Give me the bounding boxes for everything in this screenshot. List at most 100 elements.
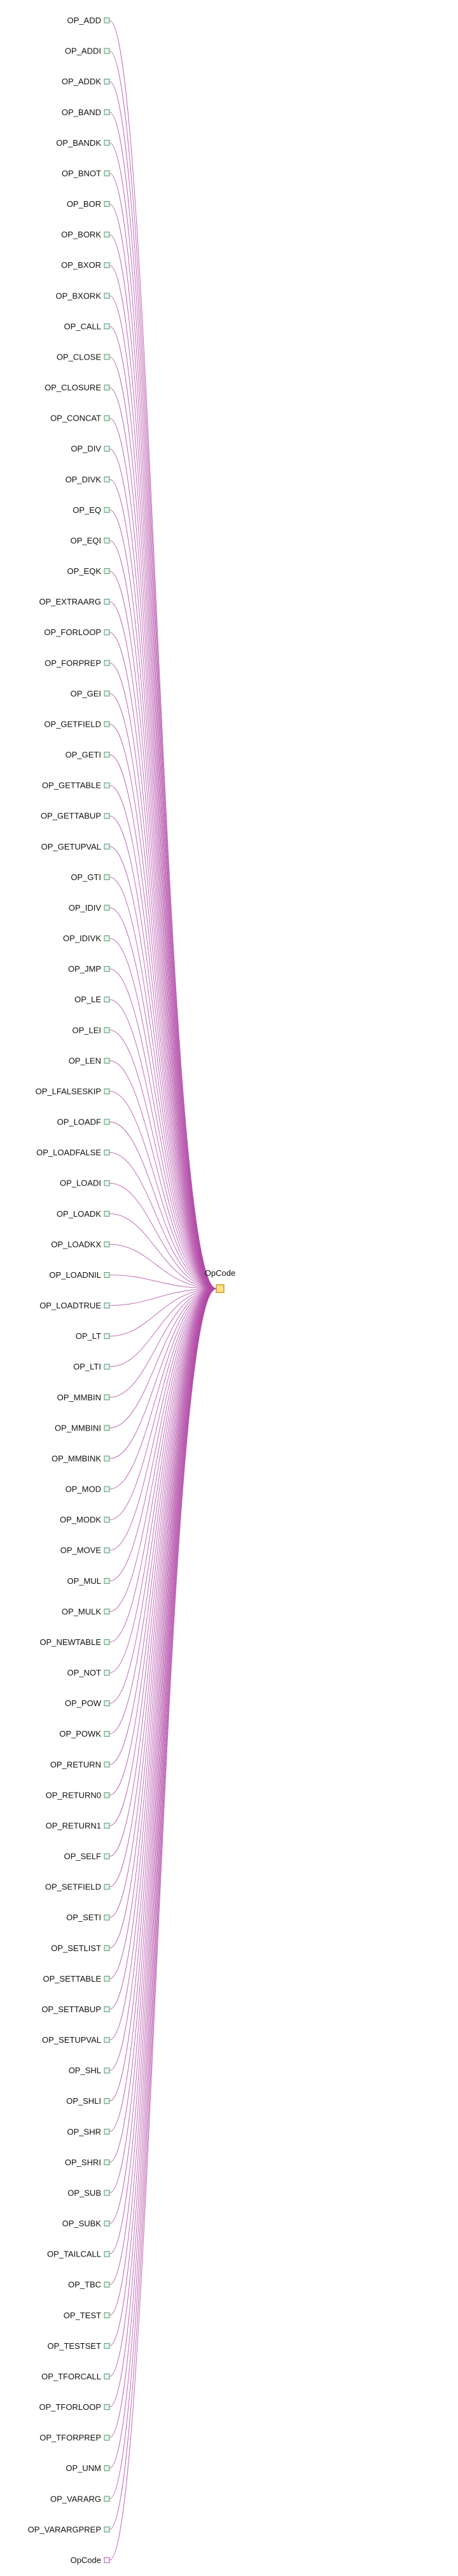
node-op-testset[interactable] — [104, 2342, 110, 2349]
node-op-lfalseskip[interactable] — [104, 1088, 110, 1095]
node-op-sub[interactable] — [104, 2190, 110, 2196]
node-op-geti[interactable] — [104, 752, 110, 758]
node-op-bor[interactable] — [104, 201, 110, 207]
edge-op-le — [109, 999, 217, 1289]
node-op-getupval[interactable] — [104, 843, 110, 850]
node-op-shl[interactable] — [104, 2068, 110, 2074]
node-label-op-pow: OP_POW — [65, 1698, 102, 1708]
node-op-band[interactable] — [104, 109, 110, 115]
node-op-len[interactable] — [104, 1058, 110, 1064]
node-op-mul[interactable] — [104, 1578, 110, 1584]
node-op-addi[interactable] — [104, 48, 110, 54]
node-op-mmbini[interactable] — [104, 1425, 110, 1431]
node-op-loadnil[interactable] — [104, 1272, 110, 1278]
node-op-forprep[interactable] — [104, 660, 110, 666]
node-op-gettabup[interactable] — [104, 813, 110, 819]
node-label-op-forprep: OP_FORPREP — [45, 658, 101, 668]
node-op-setlist[interactable] — [104, 1945, 110, 1951]
node-op-loadk[interactable] — [104, 1210, 110, 1217]
node-op-eqk[interactable] — [104, 568, 110, 574]
node-op-seti[interactable] — [104, 1914, 110, 1921]
node-op-self[interactable] — [104, 1853, 110, 1859]
node-op-newtable[interactable] — [104, 1639, 110, 1645]
node-op-bnot[interactable] — [104, 170, 110, 176]
node-op-eq[interactable] — [104, 507, 110, 513]
node-op-bork[interactable] — [104, 232, 110, 238]
node-op-unm[interactable] — [104, 2465, 110, 2472]
node-op-settabup[interactable] — [104, 2006, 110, 2012]
node-op-shri[interactable] — [104, 2159, 110, 2166]
node-op-divk[interactable] — [104, 476, 110, 482]
node-label-op-loadkx: OP_LOADKX — [51, 1240, 101, 1249]
node-op-modk[interactable] — [104, 1516, 110, 1523]
node-op-tbc[interactable] — [104, 2281, 110, 2288]
node-op-subk[interactable] — [104, 2220, 110, 2227]
edge-op-gti — [109, 876, 217, 1289]
node-op-loadkx[interactable] — [104, 1241, 110, 1247]
node-op-shr[interactable] — [104, 2129, 110, 2135]
node-op-gettable[interactable] — [104, 782, 110, 788]
node-op-lt[interactable] — [104, 1333, 110, 1340]
node-op-bxor[interactable] — [104, 262, 110, 269]
node-opcode[interactable] — [104, 2557, 110, 2563]
node-op-addk[interactable] — [104, 78, 110, 85]
node-op-varargprep[interactable] — [104, 2526, 110, 2533]
node-op-add[interactable] — [104, 17, 110, 24]
node-op-closure[interactable] — [104, 384, 110, 391]
node-op-loadi[interactable] — [104, 1180, 110, 1186]
node-op-tforprep[interactable] — [104, 2435, 110, 2441]
node-op-powk[interactable] — [104, 1731, 110, 1737]
node-op-setupval[interactable] — [104, 2037, 110, 2043]
node-op-return1[interactable] — [104, 1823, 110, 1829]
node-op-setfield[interactable] — [104, 1884, 110, 1890]
node-op-tailcall[interactable] — [104, 2251, 110, 2257]
node-op-loadtrue[interactable] — [104, 1303, 110, 1308]
node-op-call[interactable] — [104, 323, 110, 330]
node-label-op-forloop: OP_FORLOOP — [44, 627, 101, 637]
edge-op-eqk — [109, 571, 217, 1289]
node-op-loadfalse[interactable] — [104, 1149, 110, 1156]
node-op-gei[interactable] — [104, 690, 110, 697]
node-op-mulk[interactable] — [104, 1608, 110, 1614]
node-op-idiv[interactable] — [104, 904, 110, 911]
node-op-bandk[interactable] — [104, 139, 110, 146]
node-op-lei[interactable] — [104, 1027, 110, 1033]
node-op-concat[interactable] — [104, 415, 110, 421]
node-label-op-gettable: OP_GETTABLE — [42, 781, 101, 790]
node-op-idivk[interactable] — [104, 935, 110, 941]
node-op-loadf[interactable] — [104, 1119, 110, 1125]
node-op-mod[interactable] — [104, 1486, 110, 1492]
node-label-op-shli: OP_SHLI — [66, 2096, 101, 2106]
edge-opcode — [109, 1288, 217, 2561]
node-op-extraarg[interactable] — [104, 599, 110, 605]
root-node[interactable] — [216, 1284, 225, 1293]
node-label-op-modk: OP_MODK — [60, 1515, 101, 1525]
node-op-settable[interactable] — [104, 1975, 110, 1982]
node-op-shli[interactable] — [104, 2098, 110, 2104]
node-op-eqi[interactable] — [104, 537, 110, 543]
node-op-return0[interactable] — [104, 1792, 110, 1798]
node-op-return[interactable] — [104, 1761, 110, 1768]
node-label-op-eq: OP_EQ — [73, 505, 101, 515]
node-op-vararg[interactable] — [104, 2496, 110, 2502]
node-op-bxork[interactable] — [104, 293, 110, 299]
node-op-tforloop[interactable] — [104, 2404, 110, 2411]
node-op-mmbink[interactable] — [104, 1455, 110, 1462]
node-op-getfield[interactable] — [104, 721, 110, 727]
node-op-div[interactable] — [104, 445, 110, 452]
node-op-test[interactable] — [104, 2312, 110, 2318]
node-op-pow[interactable] — [104, 1700, 110, 1707]
node-op-close[interactable] — [104, 354, 110, 360]
edge-op-concat — [109, 417, 217, 1289]
node-op-not[interactable] — [104, 1670, 110, 1676]
edge-op-mulk — [109, 1288, 217, 1612]
node-op-gti[interactable] — [104, 874, 110, 880]
node-op-tforcall[interactable] — [104, 2374, 110, 2379]
node-op-jmp[interactable] — [104, 966, 110, 972]
node-op-le[interactable] — [104, 997, 110, 1003]
node-op-move[interactable] — [104, 1547, 110, 1553]
edge-op-varargprep — [109, 1288, 217, 2530]
node-op-forloop[interactable] — [104, 629, 110, 636]
node-op-mmbin[interactable] — [104, 1394, 110, 1401]
node-op-lti[interactable] — [104, 1364, 110, 1370]
